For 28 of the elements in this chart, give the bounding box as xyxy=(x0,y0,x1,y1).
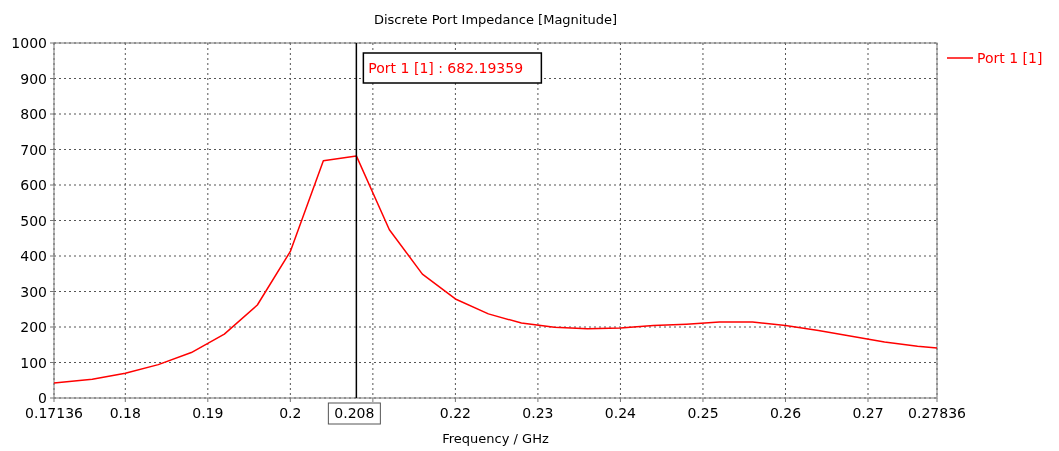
x-tick-label: 0.23 xyxy=(522,405,554,421)
y-tick-label: 400 xyxy=(20,248,47,264)
x-tick-label: 0.2 xyxy=(279,405,302,421)
y-tick-label: 600 xyxy=(20,177,47,193)
x-tick-label: 0.26 xyxy=(769,405,802,421)
x-tick-label: 0.19 xyxy=(192,405,224,421)
ref-line-label: 0.208 xyxy=(334,405,375,421)
x-tick-label: 0.27 xyxy=(852,405,884,421)
x-tick-label: 0.27836 xyxy=(908,405,967,421)
chart-title: Discrete Port Impedance [Magnitude] xyxy=(373,12,618,27)
legend-label: Port 1 [1] xyxy=(977,50,1043,66)
y-tick-label: 500 xyxy=(20,212,47,229)
x-axis-title: Frequency / GHz xyxy=(442,431,549,446)
y-tick-label: 100 xyxy=(20,354,47,371)
y-tick-label: 1000 xyxy=(11,35,47,51)
line-series xyxy=(53,155,938,384)
annotation: Port 1 [1] : 682.19359 xyxy=(368,60,524,76)
y-tick-label: 900 xyxy=(20,70,47,87)
x-tick-label: 0.22 xyxy=(439,405,471,421)
x-tick-label: 0.17136 xyxy=(25,405,84,421)
x-tick-label: 0.25 xyxy=(687,405,719,421)
y-tick-label: 200 xyxy=(20,319,47,335)
y-tick-label: 800 xyxy=(20,106,47,122)
y-tick-label: 300 xyxy=(20,283,47,300)
y-tick-label: 0 xyxy=(38,390,47,406)
x-tick-label: 0.18 xyxy=(109,405,141,421)
x-tick-label: 0.24 xyxy=(604,405,637,421)
y-tick-label: 700 xyxy=(20,141,47,158)
